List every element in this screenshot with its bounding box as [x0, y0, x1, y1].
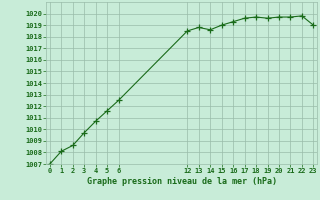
- X-axis label: Graphe pression niveau de la mer (hPa): Graphe pression niveau de la mer (hPa): [87, 177, 276, 186]
